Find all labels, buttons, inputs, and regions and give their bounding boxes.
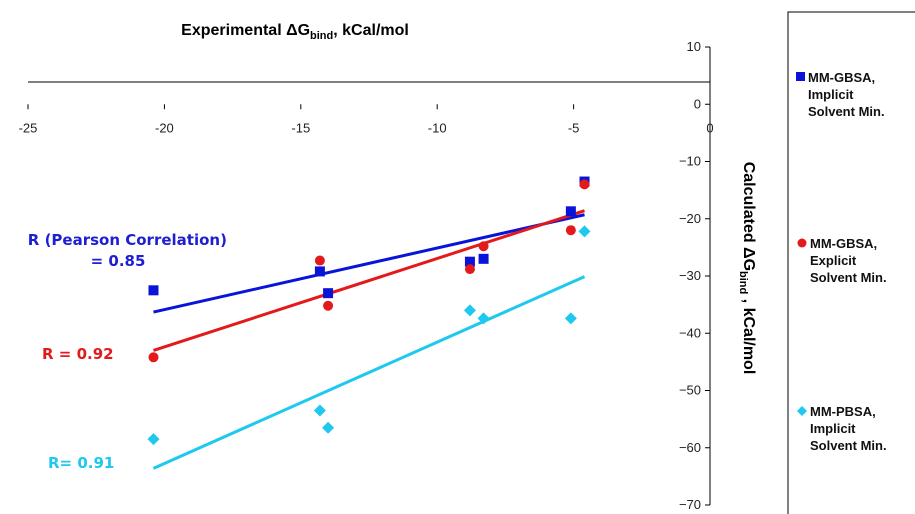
legend-label: MM-GBSA, Implicit Solvent Min. [808,70,885,119]
data-point-diamond [564,312,577,325]
data-point-square [148,285,159,296]
y-tick-label: 0 [694,96,701,111]
data-point-square [478,253,489,264]
x-tick-label: -5 [568,120,580,135]
data-point-circle [478,241,489,252]
x-tick-label: -10 [428,120,447,135]
fit-line-series-2 [153,209,585,352]
legend-item-mm-gbsa-explicit: MM-GBSA, Explicit Solvent Min. [797,236,887,285]
legend-item-mm-pbsa-implicit: MM-PBSA, Implicit Solvent Min. [797,404,887,453]
fit-lines [152,209,586,470]
x-axis-title: Experimental ΔGbind, kCal/mol [181,22,409,42]
data-point-diamond [322,421,335,434]
y-tick-label: −50 [679,383,701,398]
data-point-diamond [578,225,591,238]
y-ticks: 10 0 −10 −20 −30 −40 −50 −60 −70 [679,39,710,512]
data-point-diamond [147,433,160,446]
fit-line-series-1 [153,213,585,314]
data-points [147,176,591,446]
data-point-square [565,206,576,217]
data-point-circle [579,179,590,190]
x-ticks: -25 -20 -15 -10 -5 0 [19,104,714,135]
y-tick-label: −60 [679,440,701,455]
x-tick-label: -15 [291,120,310,135]
fit-line-series-3 [152,275,586,470]
legend-diamond-marker [797,406,807,416]
legend-label: MM-PBSA, Implicit Solvent Min. [810,404,887,453]
legend-label: MM-GBSA, Explicit Solvent Min. [810,236,887,285]
legend: MM-GBSA, Implicit Solvent Min. MM-GBSA, … [787,11,915,514]
x-tick-label: -25 [19,120,38,135]
y-tick-label: −10 [679,154,701,169]
y-axis-title: Calculated ΔGbind , kCal/mol [737,162,757,375]
y-tick-label: 10 [687,39,701,54]
annotation-gbsa-explicit: R = 0.92 [42,345,114,363]
x-tick-label: -20 [155,120,174,135]
x-tick-label: 0 [706,120,713,135]
data-point-circle [565,225,576,236]
data-point-square [323,288,334,299]
y-tick-label: −70 [679,497,701,512]
data-point-circle [314,255,325,266]
legend-circle-marker [797,238,807,248]
data-point-diamond [463,304,476,317]
data-point-square [464,256,475,267]
legend-box [787,11,915,514]
y-tick-label: −30 [679,268,701,283]
correlation-annotations: R (Pearson Correlation) = 0.85 R = 0.92 … [28,231,232,472]
data-point-circle [464,264,475,275]
y-tick-label: −40 [679,325,701,340]
data-point-circle [323,300,334,311]
annotation-gbsa-implicit: R (Pearson Correlation) = 0.85 [28,231,232,270]
data-point-diamond [477,312,490,325]
y-tick-label: −20 [679,211,701,226]
legend-item-mm-gbsa-implicit: MM-GBSA, Implicit Solvent Min. [796,70,885,119]
data-point-square [314,266,325,277]
data-point-diamond [313,404,326,417]
annotation-pbsa-implicit: R= 0.91 [48,454,114,472]
data-point-circle [148,352,159,363]
legend-square-marker [796,72,805,81]
